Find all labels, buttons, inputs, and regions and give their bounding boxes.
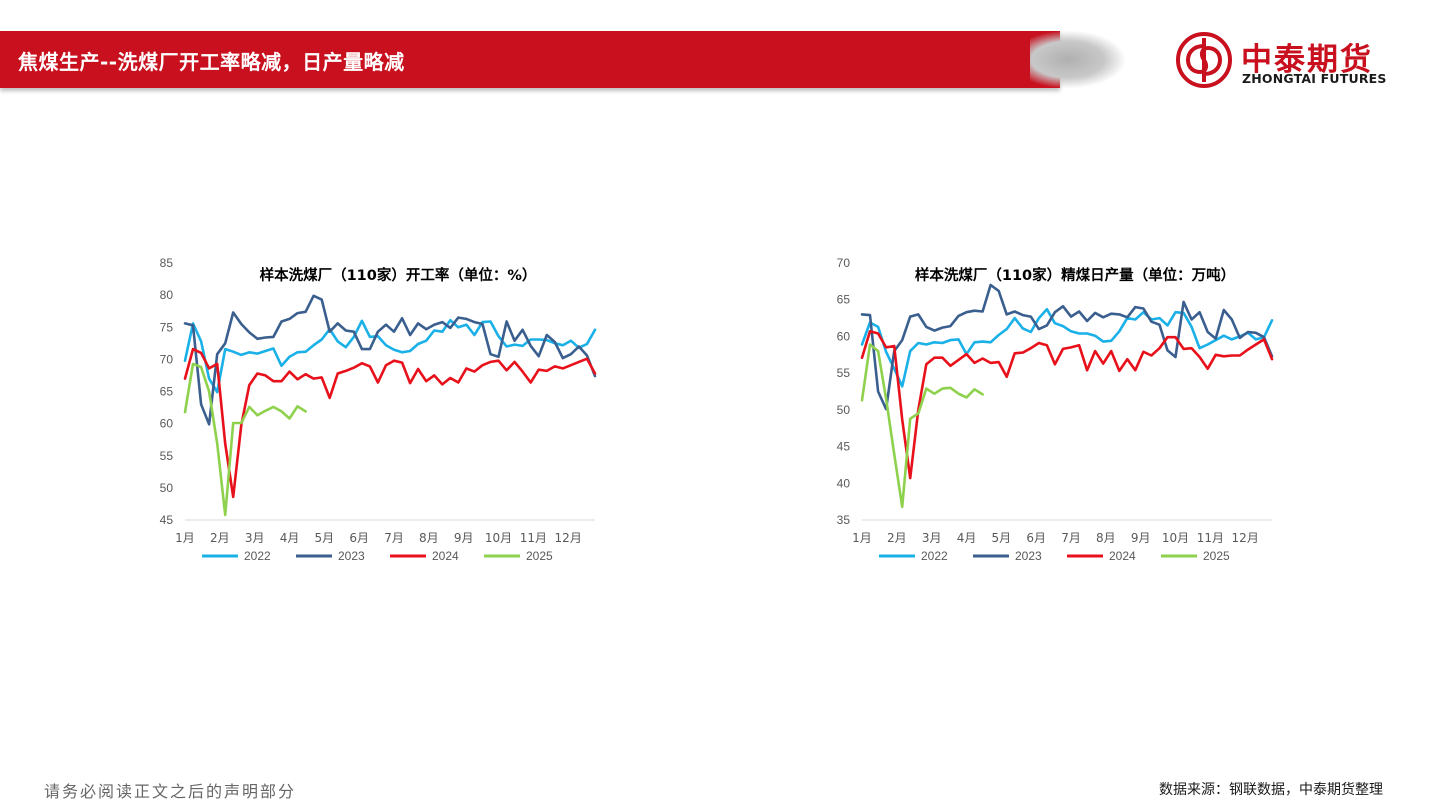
x-tick-label: 3月 bbox=[922, 531, 942, 545]
y-tick-label: 35 bbox=[837, 513, 851, 527]
zhongtai-logo-icon bbox=[1176, 32, 1232, 88]
y-tick-label: 50 bbox=[160, 481, 174, 495]
series-line-2022 bbox=[183, 318, 597, 394]
legend-label-2023: 2023 bbox=[1015, 549, 1042, 563]
x-tick-label: 5月 bbox=[315, 531, 335, 545]
legend-label-2025: 2025 bbox=[526, 549, 553, 563]
y-tick-label: 65 bbox=[160, 385, 174, 399]
x-tick-label: 8月 bbox=[419, 531, 439, 545]
legend-label-2023: 2023 bbox=[338, 549, 365, 563]
y-tick-label: 50 bbox=[837, 403, 851, 417]
x-tick-label: 12月 bbox=[1232, 531, 1259, 545]
legend-label-2025: 2025 bbox=[1203, 549, 1230, 563]
x-tick-label: 1月 bbox=[175, 531, 195, 545]
x-tick-label: 11月 bbox=[1197, 531, 1224, 545]
x-tick-label: 4月 bbox=[280, 531, 300, 545]
x-tick-label: 11月 bbox=[520, 531, 547, 545]
x-tick-label: 6月 bbox=[1026, 531, 1046, 545]
x-tick-label: 1月 bbox=[852, 531, 872, 545]
y-tick-label: 40 bbox=[837, 476, 851, 490]
x-tick-label: 7月 bbox=[1061, 531, 1081, 545]
legend-label-2024: 2024 bbox=[432, 549, 459, 563]
series-line-2025 bbox=[860, 343, 984, 509]
series-line-2023 bbox=[860, 283, 1274, 411]
y-tick-label: 85 bbox=[160, 256, 174, 270]
x-tick-label: 6月 bbox=[349, 531, 369, 545]
x-tick-label: 2月 bbox=[887, 531, 907, 545]
logo-english-text: ZHONGTAI FUTURES bbox=[1242, 71, 1387, 86]
banner-shadow bbox=[1030, 31, 1125, 88]
x-tick-label: 12月 bbox=[555, 531, 582, 545]
series-line-2022 bbox=[860, 307, 1274, 388]
x-tick-label: 2月 bbox=[210, 531, 230, 545]
series-line-2024 bbox=[183, 347, 597, 499]
series-line-2024 bbox=[860, 330, 1274, 480]
x-tick-label: 10月 bbox=[1162, 531, 1189, 545]
x-tick-label: 10月 bbox=[485, 531, 512, 545]
legend-label-2022: 2022 bbox=[244, 549, 271, 563]
legend-label-2024: 2024 bbox=[1109, 549, 1136, 563]
y-tick-label: 45 bbox=[837, 440, 851, 454]
x-tick-label: 7月 bbox=[384, 531, 404, 545]
y-tick-label: 55 bbox=[160, 449, 174, 463]
legend-label-2022: 2022 bbox=[921, 549, 948, 563]
chart-title: 样本洗煤厂（110家）开工率（单位：%） bbox=[260, 266, 537, 284]
y-tick-label: 70 bbox=[837, 256, 851, 270]
x-tick-label: 4月 bbox=[957, 531, 977, 545]
series-line-2023 bbox=[183, 294, 597, 426]
series-line-2025 bbox=[183, 362, 307, 517]
x-tick-label: 8月 bbox=[1096, 531, 1116, 545]
y-tick-label: 70 bbox=[160, 352, 174, 366]
y-tick-label: 45 bbox=[160, 513, 174, 527]
y-tick-label: 60 bbox=[837, 329, 851, 343]
title-banner bbox=[0, 31, 1060, 88]
disclaimer-text: 请务必阅读正文之后的声明部分 bbox=[44, 782, 297, 801]
data-source-text: 数据来源：钢联数据，中泰期货整理 bbox=[1159, 782, 1383, 798]
logo-chinese-text: 中泰期货 bbox=[1241, 42, 1373, 78]
operating-rate-chart: 45 50 55 60 65 70 75 80 85 1月 2月 3月 4月 5月 6月 7月 8月 9月 10月 1… bbox=[160, 256, 597, 563]
y-tick-label: 80 bbox=[160, 288, 174, 302]
x-tick-label: 5月 bbox=[992, 531, 1012, 545]
company-logo: 中泰期货 ZHONGTAI FUTURES bbox=[1176, 32, 1396, 90]
x-tick-label: 9月 bbox=[454, 531, 474, 545]
page-title: 焦煤生产--洗煤厂开工率略减，日产量略减 bbox=[18, 50, 405, 74]
y-tick-label: 60 bbox=[160, 417, 174, 431]
y-tick-label: 55 bbox=[837, 366, 851, 380]
daily-output-chart: 35 40 45 50 55 60 65 70 1月 2月 3月 4月 5月 6月 7月 8月 9月 10月 11月… bbox=[837, 256, 1274, 563]
x-tick-label: 9月 bbox=[1131, 531, 1151, 545]
y-tick-label: 75 bbox=[160, 320, 174, 334]
y-tick-label: 65 bbox=[837, 293, 851, 307]
x-tick-label: 3月 bbox=[245, 531, 265, 545]
chart-title: 样本洗煤厂（110家）精煤日产量（单位：万吨） bbox=[915, 266, 1235, 284]
